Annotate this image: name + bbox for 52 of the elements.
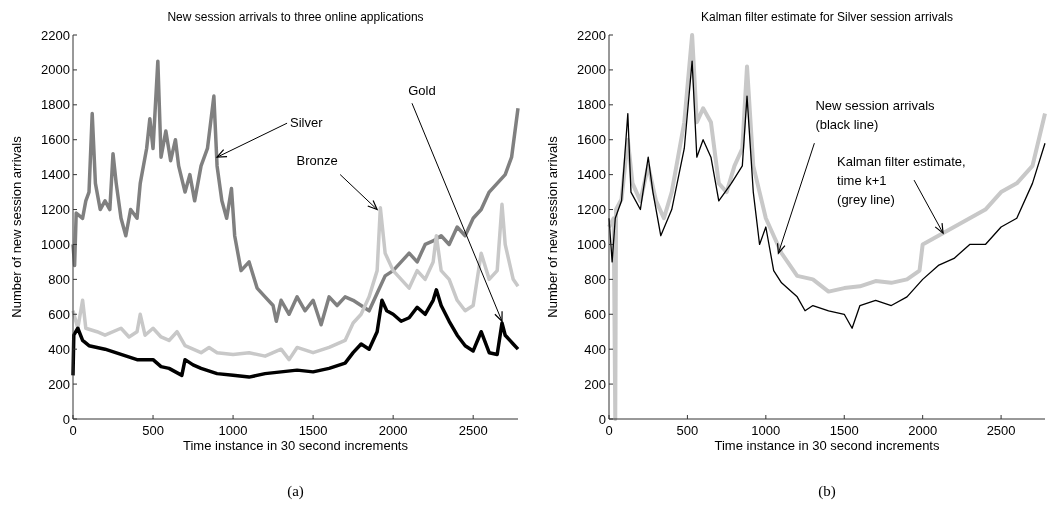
x-tick-label: 1000 xyxy=(218,423,248,438)
chart-title: New session arrivals to three online applications xyxy=(167,10,424,24)
y-tick-label: 2200 xyxy=(41,27,70,43)
x-tick-label: 500 xyxy=(142,423,164,438)
y-tick-label: 1600 xyxy=(41,132,70,148)
x-tick-label: 1500 xyxy=(298,423,328,438)
y-tick-label: 1200 xyxy=(577,202,606,218)
line-series xyxy=(71,59,520,327)
annotation: New session arrivals (black line) xyxy=(815,98,936,133)
x-tick-label: 2000 xyxy=(378,423,408,438)
y-tick-label: 1600 xyxy=(577,132,606,148)
text: (a) xyxy=(287,483,304,500)
y-tick-label: 400 xyxy=(48,341,70,357)
x-tick-label: 1500 xyxy=(829,423,859,438)
y-tick-label: 600 xyxy=(48,306,70,322)
x-tick-label: 2000 xyxy=(908,423,938,438)
x-axis-title: Time instance in 30 second increments xyxy=(714,438,940,453)
y-tick-label: 800 xyxy=(584,271,606,287)
y-tick-label: 2200 xyxy=(577,27,606,43)
y-tick-label: 800 xyxy=(48,271,70,287)
y-tick-label: 400 xyxy=(584,341,606,357)
y-tick-label: 1400 xyxy=(41,167,70,183)
y-tick-label: 1000 xyxy=(41,236,70,252)
y-tick-label: 1800 xyxy=(577,97,606,113)
line-series xyxy=(71,288,520,379)
annotation: Gold xyxy=(408,83,436,99)
text: (b) xyxy=(818,483,836,500)
y-tick-label: 1800 xyxy=(41,97,70,113)
y-tick-label: 600 xyxy=(584,306,606,322)
x-tick-label: 2500 xyxy=(986,423,1016,438)
y-axis-title: Number of new session arrivals xyxy=(9,135,24,318)
x-axis-title: Time instance in 30 second increments xyxy=(183,438,409,453)
y-tick-label: 2000 xyxy=(41,62,70,78)
y-tick-label: 1400 xyxy=(577,167,606,183)
y-tick-label: 1200 xyxy=(41,202,70,218)
annotation: Silver xyxy=(290,115,324,131)
line-series xyxy=(71,202,520,362)
y-tick-label: 200 xyxy=(48,376,70,392)
annotation: Kalman filter estimate, time k+1 (grey line) xyxy=(837,154,966,208)
y-tick-label: 2000 xyxy=(577,62,606,78)
x-tick-label: 1000 xyxy=(751,423,781,438)
y-axis-title: Number of new session arrivals xyxy=(545,135,560,318)
y-tick-label: 0 xyxy=(62,411,70,427)
y-tick-label: 0 xyxy=(598,411,606,427)
y-tick-label: 200 xyxy=(584,376,606,392)
y-tick-label: 1000 xyxy=(577,236,606,252)
x-tick-label: 500 xyxy=(676,423,699,438)
chart-title: Kalman filter estimate for Silver session arrivals xyxy=(700,10,954,24)
line-series xyxy=(607,33,1047,421)
x-tick-label: 2500 xyxy=(458,423,488,438)
annotation: Bronze xyxy=(296,152,338,168)
line-series xyxy=(608,60,1046,329)
